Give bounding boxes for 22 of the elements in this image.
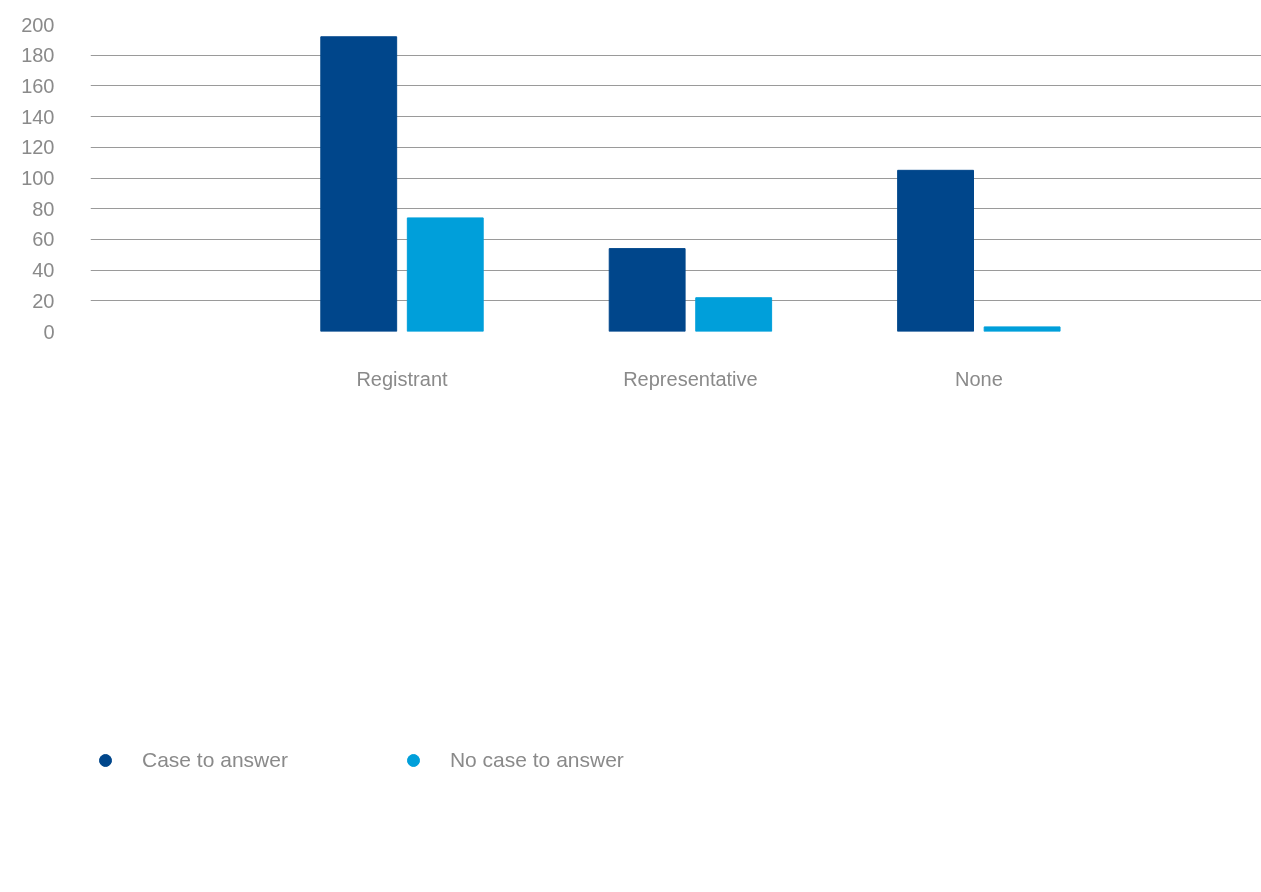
x-tick-label: Representative (623, 367, 758, 390)
bar (320, 36, 398, 332)
y-tick-label: 100 (21, 167, 55, 189)
bar (406, 217, 484, 332)
bar (695, 297, 773, 332)
bar (983, 326, 1061, 332)
y-tick-label: 180 (21, 44, 55, 67)
y-tick-label: 140 (21, 105, 55, 128)
legend-label: No case to answer (449, 747, 624, 772)
y-tick-label: 20 (32, 289, 55, 312)
y-tick-label: 0 (43, 320, 55, 343)
y-tick-label: 160 (21, 74, 55, 97)
y-tick-label: 120 (21, 136, 55, 159)
x-tick-label: None (954, 367, 1003, 390)
legend-label: Case to answer (142, 747, 288, 772)
bar (897, 169, 975, 332)
bar (608, 248, 686, 332)
y-tick-label: 60 (32, 228, 55, 251)
y-tick-label: 80 (32, 197, 55, 220)
x-tick-label: Registrant (356, 367, 449, 390)
y-tick-label: 40 (32, 259, 55, 282)
y-tick-label: 200 (21, 13, 55, 36)
